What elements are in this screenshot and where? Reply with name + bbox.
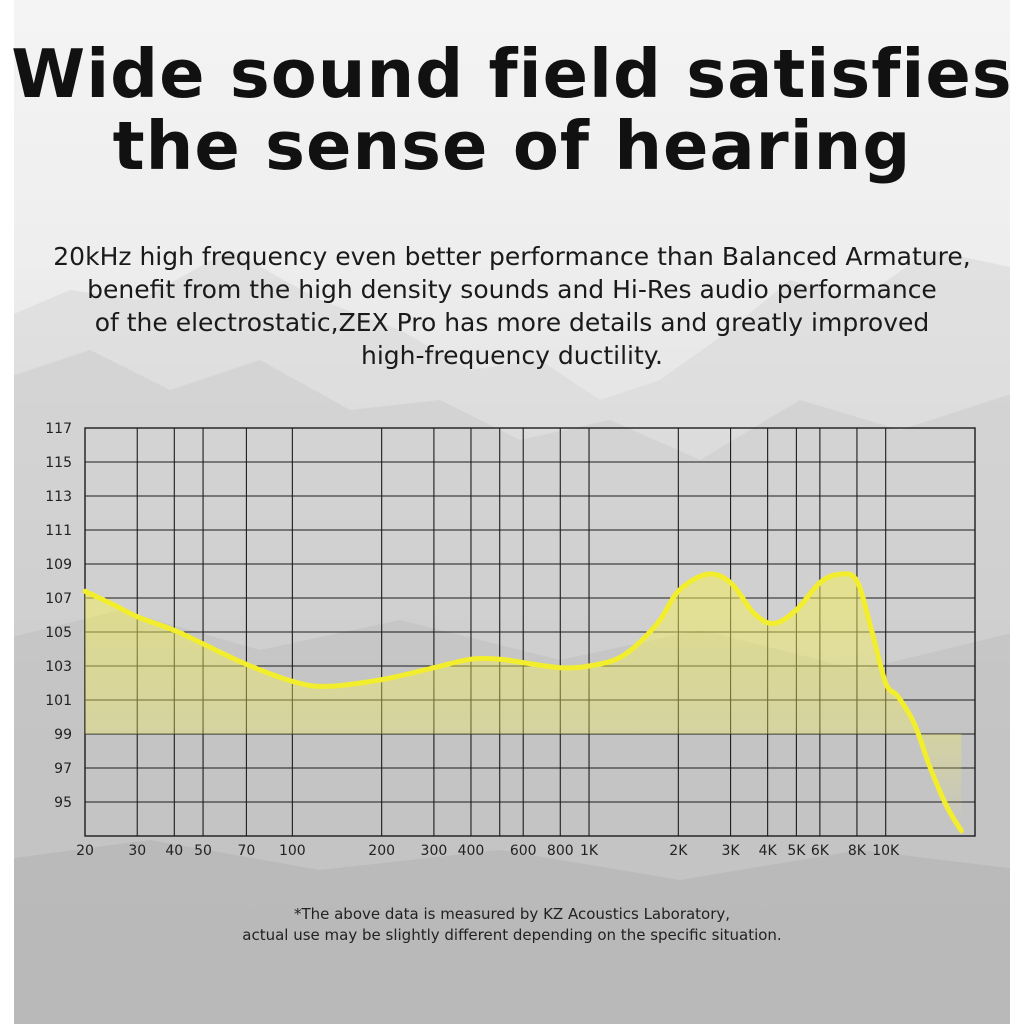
y-tick-label: 113: [45, 489, 72, 505]
x-tick-label: 200: [368, 843, 395, 859]
y-tick-label: 99: [54, 727, 72, 743]
x-tick-label: 600: [510, 843, 537, 859]
y-tick-label: 101: [45, 693, 72, 709]
x-tick-label: 40: [165, 843, 183, 859]
y-tick-label: 97: [54, 761, 72, 777]
x-tick-label: 100: [279, 843, 306, 859]
footnote-line-2: actual use may be slightly different dep…: [242, 926, 782, 944]
y-tick-label: 103: [45, 659, 72, 675]
y-tick-label: 111: [45, 523, 72, 539]
x-tick-label: 800: [547, 843, 574, 859]
right-border: [1010, 0, 1024, 1024]
x-tick-label: 6K: [811, 843, 830, 859]
y-tick-label: 117: [45, 421, 72, 437]
x-tick-label: 8K: [848, 843, 867, 859]
response-curve-line: [82, 571, 964, 834]
x-tick-label: 50: [194, 843, 212, 859]
description-line-4: high-frequency ductility.: [361, 341, 663, 370]
x-tick-label: 2K: [669, 843, 688, 859]
headline-line-1: Wide sound field satisfies: [11, 35, 1013, 113]
x-tick-label: 3K: [722, 843, 741, 859]
y-tick-label: 109: [45, 557, 72, 573]
response-area-fill: [85, 573, 962, 831]
headline-line-2: the sense of hearing: [112, 107, 912, 185]
x-tick-label: 30: [128, 843, 146, 859]
x-tick-label: 10K: [872, 843, 900, 859]
footnote-line-1: *The above data is measured by KZ Acoust…: [293, 905, 731, 923]
x-tick-label: 70: [237, 843, 255, 859]
description-line-1: 20kHz high frequency even better perform…: [53, 242, 971, 271]
left-border: [0, 0, 14, 1024]
x-tick-label: 5K: [787, 843, 806, 859]
x-tick-label: 1K: [580, 843, 599, 859]
description-line-3: of the electrostatic,ZEX Pro has more de…: [94, 308, 930, 337]
y-tick-label: 107: [45, 591, 72, 607]
y-tick-label: 105: [45, 625, 72, 641]
x-tick-label: 300: [421, 843, 448, 859]
x-tick-label: 400: [458, 843, 485, 859]
x-tick-label: 20: [76, 843, 94, 859]
x-tick-label: 4K: [759, 843, 778, 859]
y-tick-label: 115: [45, 455, 72, 471]
description-line-2: benefit from the high density sounds and…: [87, 275, 937, 304]
y-tick-label: 95: [54, 795, 72, 811]
